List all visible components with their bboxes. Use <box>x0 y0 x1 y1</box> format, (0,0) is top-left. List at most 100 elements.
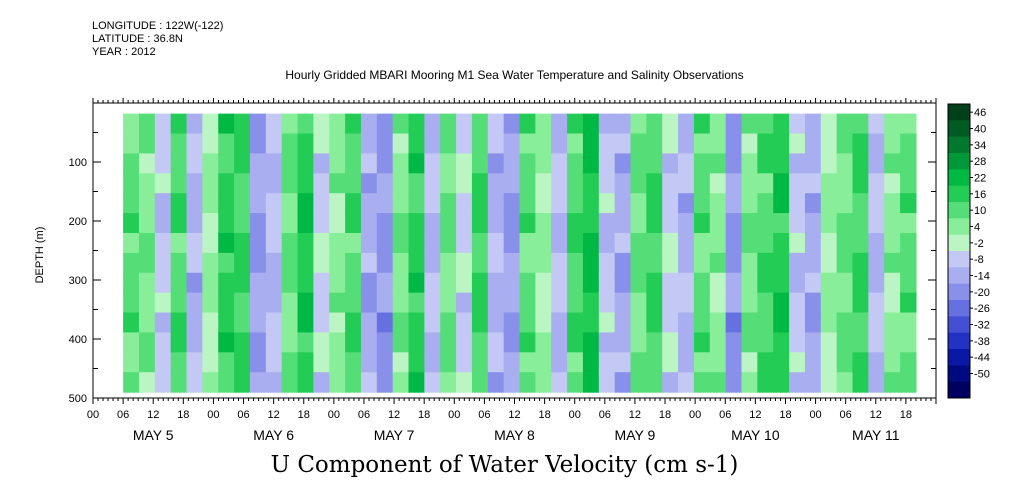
heatmap-cell <box>551 352 568 373</box>
heatmap-cell <box>424 292 441 314</box>
heatmap-cell <box>678 232 695 254</box>
heatmap-cell <box>693 332 711 353</box>
heatmap-cell <box>503 153 521 174</box>
heatmap-cell <box>376 272 394 294</box>
heatmap-cell <box>868 213 885 234</box>
heatmap-cell <box>630 292 647 314</box>
heatmap-cell <box>725 252 743 274</box>
heatmap-cell <box>281 252 299 274</box>
heatmap-cell <box>265 292 283 314</box>
heatmap-cell <box>281 193 299 214</box>
heatmap-cell <box>884 332 901 353</box>
heatmap-cell <box>789 292 806 314</box>
heatmap-cell <box>170 232 188 254</box>
heatmap-cell <box>662 193 679 214</box>
heatmap-cell <box>598 252 616 274</box>
heatmap-cell <box>123 153 140 174</box>
heatmap-cell <box>773 193 790 214</box>
heatmap-cell <box>789 173 806 194</box>
heatmap-cell <box>186 133 203 155</box>
heatmap-cell <box>487 272 505 294</box>
heatmap-cell <box>614 232 632 254</box>
heatmap-cell <box>519 113 536 135</box>
heatmap-cell <box>503 312 521 334</box>
heatmap-cell <box>376 153 394 174</box>
heatmap-cell <box>360 352 378 373</box>
heatmap-cell <box>376 292 394 314</box>
heatmap-cell <box>804 113 822 135</box>
heatmap-cell <box>329 173 346 194</box>
heatmap-cell <box>582 193 600 214</box>
heatmap-cell <box>789 133 806 155</box>
heatmap-cell <box>471 272 489 294</box>
heatmap-cell <box>678 292 695 314</box>
heatmap-cell <box>804 213 822 234</box>
x-tick-label: 18 <box>659 409 671 421</box>
heatmap-cell <box>662 332 679 353</box>
y-axis-label: DEPTH (m) <box>34 227 46 284</box>
heatmap-cell <box>630 153 647 174</box>
heatmap-cell <box>234 113 251 135</box>
heatmap-cell <box>804 232 822 254</box>
heatmap-cell <box>725 113 743 135</box>
heatmap-cell <box>123 173 140 194</box>
heatmap-cell <box>234 312 251 334</box>
heatmap-cell <box>662 173 679 194</box>
x-tick-label: 00 <box>569 409 581 421</box>
heatmap-cell <box>138 232 156 254</box>
heatmap-cell <box>582 173 600 194</box>
x-tick-label: 06 <box>719 409 731 421</box>
heatmap-cell <box>662 232 679 254</box>
heatmap-cell <box>170 193 188 214</box>
heatmap-cell <box>234 252 251 274</box>
heatmap-cell <box>408 272 425 294</box>
x-tick-label: 06 <box>599 409 611 421</box>
heatmap-cell <box>757 213 774 234</box>
heatmap-cell <box>154 312 172 334</box>
heatmap-cell <box>614 292 632 314</box>
heatmap-cell <box>630 133 647 155</box>
heatmap-cell <box>202 153 219 174</box>
colorbar-swatch <box>948 104 970 121</box>
heatmap-cell <box>313 272 330 294</box>
colorbar-label: 16 <box>974 189 986 201</box>
heatmap-cell <box>456 332 473 353</box>
colorbar-label: -2 <box>974 238 984 250</box>
heatmap-cell <box>757 312 774 334</box>
heatmap-cell <box>408 332 425 353</box>
heatmap-cell <box>741 193 758 214</box>
heatmap-cell <box>868 332 885 353</box>
heatmap-cell <box>392 213 410 234</box>
heatmap-cell <box>693 193 711 214</box>
heatmap-cell <box>820 372 838 393</box>
heatmap-cell <box>614 312 632 334</box>
heatmap-cell <box>376 352 394 373</box>
heatmap-cell <box>741 272 758 294</box>
heatmap-cell <box>170 113 188 135</box>
heatmap-cell <box>900 232 917 254</box>
colorbar-swatch <box>948 251 970 268</box>
heatmap-cell <box>186 232 203 254</box>
heatmap-cell <box>820 352 838 373</box>
heatmap-cell <box>535 153 552 174</box>
heatmap-cell <box>551 372 568 393</box>
heatmap-cell <box>392 232 410 254</box>
heatmap-cell <box>313 153 330 174</box>
heatmap-cell <box>693 173 711 194</box>
heatmap-cell <box>265 352 283 373</box>
heatmap-cell <box>678 133 695 155</box>
heatmap-cell <box>503 372 521 393</box>
heatmap-cell <box>757 292 774 314</box>
heatmap-cell <box>265 153 283 174</box>
heatmap-cell <box>154 352 172 373</box>
heatmap-cell <box>662 113 679 135</box>
heatmap-cell <box>725 153 743 174</box>
heatmap-cell <box>218 312 235 334</box>
heatmap-cell <box>424 213 441 234</box>
heatmap-cell <box>614 213 632 234</box>
heatmap-cell <box>789 193 806 214</box>
heatmap-cell <box>440 232 457 254</box>
heatmap-cell <box>678 272 695 294</box>
heatmap-cell <box>249 272 267 294</box>
heatmap-cell <box>567 272 584 294</box>
